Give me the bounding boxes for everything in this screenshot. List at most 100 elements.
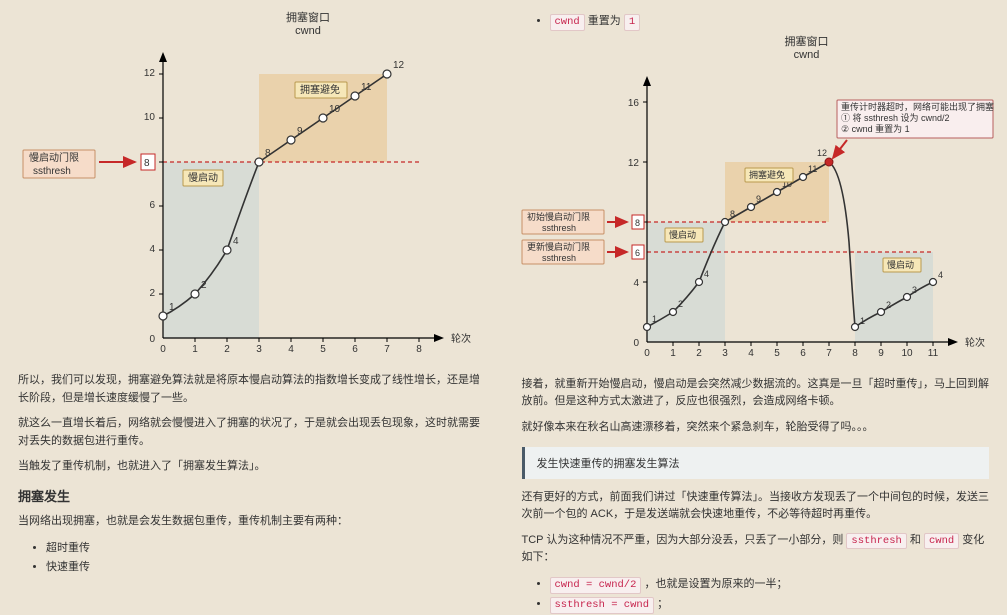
svg-text:11: 11	[361, 82, 372, 93]
svg-text:② cwnd 重置为 1: ② cwnd 重置为 1	[841, 123, 910, 134]
svg-text:拥塞避免: 拥塞避免	[749, 169, 785, 180]
svg-text:2: 2	[149, 288, 155, 299]
right-p1: 接着，就重新开始慢启动，慢启动是会突然减少数据流的。这真是一旦「超时重传」，马上…	[522, 376, 990, 411]
inline-code: cwnd = cwnd/2	[550, 577, 642, 594]
svg-text:6: 6	[352, 344, 358, 355]
left-p4: 当网络出现拥塞，也就是会发生数据包重传，重传机制主要有两种：	[18, 513, 486, 531]
svg-text:0: 0	[633, 338, 639, 349]
list-item: 快速重传	[46, 558, 486, 578]
chart-2-title: 拥塞窗口cwnd	[617, 36, 997, 62]
svg-text:重传计时器超时，网络可能出现了拥塞: 重传计时器超时，网络可能出现了拥塞	[841, 101, 994, 112]
svg-text:2: 2	[224, 344, 230, 355]
left-p1: 所以，我们可以发现，拥塞避免算法就是将原本慢启动算法的指数增长变成了线性增长，还…	[18, 372, 486, 407]
svg-text:初始慢启动门限: 初始慢启动门限	[527, 211, 590, 222]
svg-text:0: 0	[160, 344, 166, 355]
svg-text:① 将 ssthresh 设为 cwnd/2: ① 将 ssthresh 设为 cwnd/2	[841, 112, 950, 123]
svg-text:4: 4	[938, 270, 943, 280]
chart-2-svg: 0 4 8 12 16 0 1 2 3 4 5 6 7 8 9 10 11	[517, 62, 997, 372]
svg-text:11: 11	[927, 348, 938, 359]
svg-text:拥塞避免: 拥塞避免	[300, 83, 340, 96]
svg-text:1: 1	[192, 344, 198, 355]
svg-text:0: 0	[149, 334, 155, 345]
svg-text:7: 7	[826, 348, 832, 359]
list-item: ssthresh = cwnd ；	[550, 595, 990, 615]
svg-text:10: 10	[329, 104, 341, 115]
svg-text:8: 8	[416, 344, 422, 355]
inline-code: cwnd	[924, 533, 959, 550]
svg-text:6: 6	[800, 348, 806, 359]
right-list: cwnd = cwnd/2 ，也就是设置为原来的一半； ssthresh = c…	[522, 575, 990, 615]
svg-text:0: 0	[644, 348, 650, 359]
left-h3: 拥塞发生	[18, 486, 486, 505]
svg-text:9: 9	[756, 194, 761, 204]
inline-code: ssthresh = cwnd	[550, 597, 655, 614]
svg-text:ssthresh: ssthresh	[33, 166, 71, 177]
inline-code: 1	[624, 14, 640, 31]
svg-text:轮次: 轮次	[965, 336, 985, 349]
svg-text:9: 9	[297, 126, 303, 137]
svg-text:3: 3	[912, 285, 917, 295]
chart-2-wrap: 拥塞窗口cwnd 0 4 8 12 16	[517, 36, 997, 366]
svg-text:4: 4	[748, 348, 754, 359]
svg-text:4: 4	[704, 269, 709, 279]
svg-text:9: 9	[878, 348, 884, 359]
svg-text:ssthresh: ssthresh	[542, 253, 576, 263]
svg-text:8: 8	[265, 148, 271, 159]
svg-text:16: 16	[627, 98, 639, 109]
right-p2: 就好像本来在秋名山高速漂移着，突然来个紧急刹车，轮胎受得了吗。。。	[522, 419, 990, 437]
svg-text:8: 8	[144, 158, 150, 169]
svg-text:12: 12	[393, 60, 405, 71]
list-item: cwnd = cwnd/2 ，也就是设置为原来的一半；	[550, 575, 990, 595]
svg-text:4: 4	[149, 244, 155, 255]
svg-text:4: 4	[233, 236, 239, 247]
svg-text:3: 3	[722, 348, 728, 359]
svg-text:8: 8	[635, 218, 640, 228]
inline-code: cwnd	[550, 14, 585, 31]
svg-text:1: 1	[652, 314, 657, 324]
svg-text:慢启动: 慢启动	[887, 259, 914, 270]
svg-text:1: 1	[670, 348, 676, 359]
svg-text:2: 2	[696, 348, 702, 359]
svg-text:2: 2	[201, 280, 207, 291]
svg-text:慢启动: 慢启动	[188, 171, 218, 184]
svg-text:3: 3	[256, 344, 262, 355]
svg-text:更新慢启动门限: 更新慢启动门限	[527, 241, 590, 252]
svg-text:4: 4	[288, 344, 294, 355]
list-item: cwnd 重置为 1	[550, 12, 990, 32]
chart-1-svg: 0 2 4 6 8 10 12 0 1 2 3 4 5 6 7 8 轮次	[13, 38, 483, 368]
right-column: cwnd 重置为 1 拥塞窗口cwnd 0 4 8 12	[504, 0, 1007, 594]
svg-text:ssthresh: ssthresh	[542, 223, 576, 233]
svg-text:慢启动门限: 慢启动门限	[29, 151, 79, 164]
svg-text:7: 7	[384, 344, 390, 355]
chart-1-wrap: 拥塞窗口cwnd 0 2 4 6 8 10 12	[13, 12, 483, 362]
svg-text:5: 5	[320, 344, 326, 355]
left-p2: 就这么一直增长着后，网络就会慢慢进入了拥塞的状况了，于是就会出现丢包现象，这时就…	[18, 415, 486, 450]
chart-1-title: 拥塞窗口cwnd	[133, 12, 483, 38]
list-item: 超时重传	[46, 539, 486, 559]
svg-text:2: 2	[678, 299, 683, 309]
svg-text:10: 10	[144, 112, 156, 123]
svg-text:12: 12	[627, 158, 639, 169]
left-column: 拥塞窗口cwnd 0 2 4 6 8 10 12	[0, 0, 504, 594]
svg-text:1: 1	[169, 302, 175, 313]
svg-text:10: 10	[901, 348, 913, 359]
left-p3: 当触发了重传机制，也就进入了「拥塞发生算法」。	[18, 458, 486, 476]
svg-text:6: 6	[149, 200, 155, 211]
top-bullet: cwnd 重置为 1	[522, 12, 990, 32]
right-p3: 还有更好的方式，前面我们讲过「快速重传算法」。当接收方发现丢了一个中间包的时候，…	[522, 489, 990, 524]
svg-text:慢启动: 慢启动	[669, 229, 696, 240]
svg-text:8: 8	[730, 209, 735, 219]
svg-text:5: 5	[774, 348, 780, 359]
svg-text:11: 11	[808, 164, 817, 174]
inline-code: ssthresh	[846, 533, 906, 550]
svg-text:轮次: 轮次	[451, 332, 471, 345]
note-box: 发生快速重传的拥塞发生算法	[522, 447, 990, 479]
svg-text:2: 2	[886, 300, 891, 310]
svg-text:8: 8	[852, 348, 858, 359]
left-list: 超时重传 快速重传	[18, 539, 486, 579]
svg-text:12: 12	[817, 148, 827, 158]
right-p4: TCP 认为这种情况不严重，因为大部分没丢，只丢了一小部分，则 ssthresh…	[522, 532, 990, 567]
svg-text:6: 6	[635, 248, 640, 258]
svg-text:12: 12	[144, 68, 156, 79]
svg-text:1: 1	[860, 316, 865, 326]
